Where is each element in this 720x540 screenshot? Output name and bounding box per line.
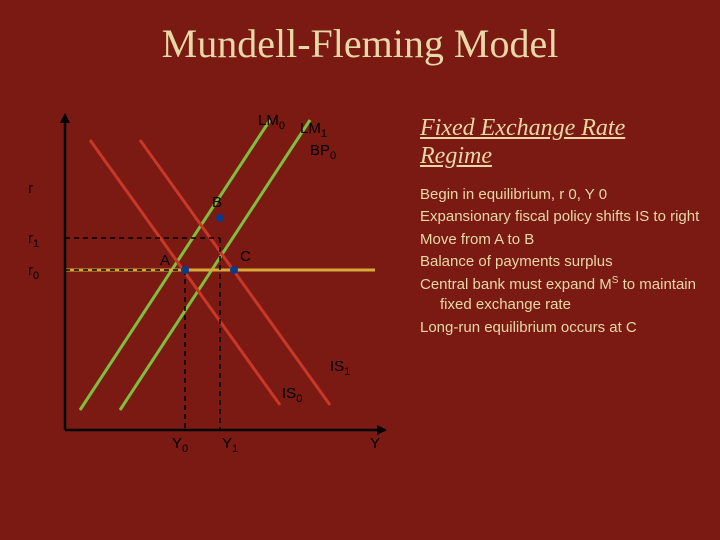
graph-label: IS1 [330, 358, 350, 378]
graph-label: LM0 [258, 112, 285, 132]
graph-label: B [212, 194, 222, 211]
bullet-list: Begin in equilibrium, r 0, Y 0Expansiona… [420, 185, 710, 340]
graph-svg [20, 110, 400, 480]
bullet-item: Long-run equilibrium occurs at C [420, 318, 710, 338]
graph-label: LM1 [300, 120, 327, 140]
graph-label: r [28, 180, 33, 197]
graph-label: IS0 [282, 385, 302, 405]
graph-label: C [240, 248, 251, 265]
graph-label: BP0 [310, 142, 336, 162]
bullet-item: Balance of payments surplus [420, 252, 710, 272]
subtitle: Fixed Exchange Rate Regime [420, 115, 700, 170]
graph-label: Y [370, 435, 380, 452]
graph-label: r1 [28, 230, 39, 250]
page-title: Mundell-Fleming Model [0, 20, 720, 67]
graph-label: r0 [28, 262, 39, 282]
mundell-fleming-graph: r r1 r0 LM0 LM1BP0 B A C IS1 IS0 Y0 Y1 Y [20, 110, 400, 480]
bullet-item: Begin in equilibrium, r 0, Y 0 [420, 185, 710, 205]
graph-label: A [160, 252, 170, 269]
graph-label: Y1 [222, 435, 238, 455]
graph-label: Y0 [172, 435, 188, 455]
bullet-item: Move from A to B [420, 230, 710, 250]
bullet-item: Central bank must expand MS to maintain … [420, 274, 710, 316]
bullet-item: Expansionary fiscal policy shifts IS to … [420, 207, 710, 227]
